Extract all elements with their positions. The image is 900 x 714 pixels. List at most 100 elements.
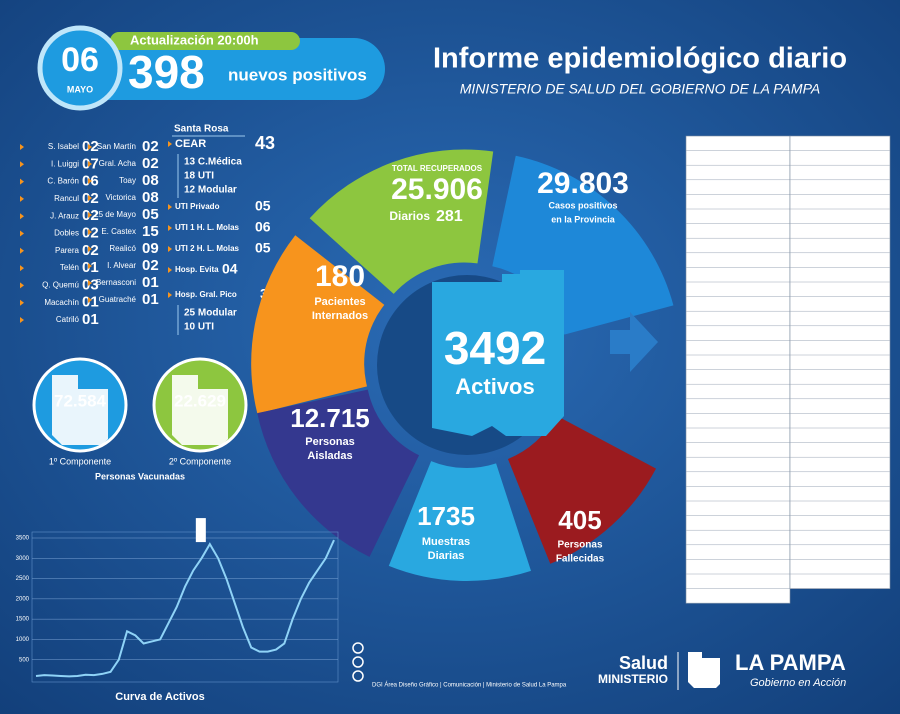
table-locality: A. del Águila: [793, 238, 850, 251]
segment-samples: [388, 461, 531, 581]
y-tick-label: 2000: [16, 596, 30, 602]
table-count: 2: [880, 459, 886, 470]
table-count: 49: [775, 299, 787, 310]
hospital-beds: 05: [255, 198, 271, 214]
table-locality: Vertiz: [689, 518, 714, 529]
table-count: 13: [775, 547, 787, 558]
table-locality: Gral. Acha: [689, 313, 736, 324]
table-locality: E. Castex: [689, 167, 732, 178]
hospital: Hosp. Evita: [175, 265, 219, 274]
positives-label: Casos positivos: [548, 200, 617, 210]
table-count: 6: [880, 255, 886, 266]
table-count: 6: [880, 240, 886, 251]
hospital-detail: 18 UTI: [184, 171, 214, 182]
table-count: 4: [880, 313, 886, 324]
locality-cases: 02: [142, 138, 159, 155]
chart-title: Curva de Activos: [115, 691, 204, 703]
table-locality: Anguil: [793, 167, 821, 178]
locality-cases: 08: [142, 189, 159, 206]
bullet: [88, 178, 92, 184]
locality: E. Castex: [101, 227, 136, 236]
table-count: 17: [775, 474, 787, 485]
table-count: 22: [775, 415, 787, 426]
hospital-detail: 12 Modular: [184, 185, 237, 196]
table-locality: H. Lagos: [689, 401, 729, 412]
social-icon: [352, 670, 364, 682]
province-logo: [688, 652, 720, 688]
table-count: 8: [880, 182, 886, 193]
table-locality: Ceballos: [793, 386, 832, 397]
locality-cases: 05: [142, 206, 159, 223]
table-locality: Ataliva Roca: [793, 459, 850, 470]
y-tick-label: 3500: [16, 536, 30, 542]
table-locality: C. Sta. María: [793, 561, 852, 572]
hospitals-title: Santa Rosa: [174, 124, 229, 135]
locality: Dobles: [54, 229, 79, 238]
brand: Salud: [619, 653, 668, 673]
locality-cases: 02: [82, 242, 99, 259]
segment-recovered: [309, 149, 494, 294]
table-count: 7: [880, 196, 886, 207]
table-count: 1: [880, 576, 886, 587]
locality: Telén: [60, 263, 79, 272]
table-count: 21: [775, 430, 787, 441]
table-count: 71: [775, 284, 787, 295]
bullet: [20, 265, 24, 272]
subtitle: MINISTERIO DE SALUD DEL GOBIERNO DE LA P…: [460, 81, 820, 97]
bullet: [20, 195, 24, 202]
table-locality: Doblas: [793, 269, 824, 280]
social-icon: [352, 642, 364, 654]
bullet: [168, 267, 172, 273]
hospital: UTI 1 H. L. Molas: [175, 223, 240, 232]
positives-label: en la Provincia: [551, 214, 616, 224]
bullet: [88, 229, 92, 235]
bullet: [168, 204, 172, 210]
deaths-value: 405: [558, 505, 601, 535]
date-badge: [37, 25, 123, 111]
locality: S. Isabel: [48, 142, 79, 151]
hospital: CEAR: [175, 138, 206, 150]
table-count: 3: [880, 386, 886, 397]
table-locality: Monte Nievas: [689, 591, 750, 602]
deaths-label: Fallecidas: [556, 554, 605, 565]
bullet: [88, 195, 92, 201]
hospital: Hosp. Gral. Pico: [175, 290, 237, 299]
locality: I. Luiggi: [51, 159, 79, 168]
table-locality: Rancul: [689, 532, 720, 543]
table-count: 103: [769, 226, 786, 237]
bullet: [20, 144, 24, 150]
table-bg: [789, 135, 891, 589]
update-pill: [110, 32, 300, 50]
table-locality: Luan Toro: [793, 299, 838, 310]
table-count: 24: [775, 401, 787, 412]
table-locality: Metileo: [793, 503, 826, 514]
segment-hospitalized: [251, 235, 385, 414]
table-locality: Catriló: [793, 445, 822, 456]
table-locality: M. Cané: [793, 357, 831, 368]
bullet: [168, 292, 172, 298]
vaccine-count: 72.584: [54, 391, 107, 410]
table-locality: M. Riglos: [793, 430, 835, 441]
table-locality: Guatraché: [793, 211, 840, 222]
table-count: 4: [880, 342, 886, 353]
table-locality: Macachín: [689, 328, 732, 339]
hospitalized-value: 180: [315, 260, 365, 293]
table-locality: La Humada: [689, 561, 741, 572]
bullet: [20, 247, 24, 254]
table-locality: B. Larroudé: [793, 401, 846, 412]
table-count: 13: [775, 503, 787, 514]
samples-label: Muestras: [422, 536, 470, 548]
table-locality: Conhello: [793, 532, 833, 543]
locality: Realicó: [109, 244, 136, 253]
table-count: 2: [880, 415, 886, 426]
hospitalized-label: Internados: [312, 310, 368, 322]
table-count: 12: [775, 591, 787, 602]
hospital-detail: 13 C.Médica: [184, 157, 242, 168]
locality: Victorica: [105, 193, 136, 202]
table-count: 9: [880, 153, 886, 164]
locality: Bernasconi: [96, 278, 136, 287]
table-locality: La Adela: [689, 415, 728, 426]
slogan: Gobierno en Acción: [750, 677, 846, 689]
hospital-beds: 05: [255, 240, 271, 256]
